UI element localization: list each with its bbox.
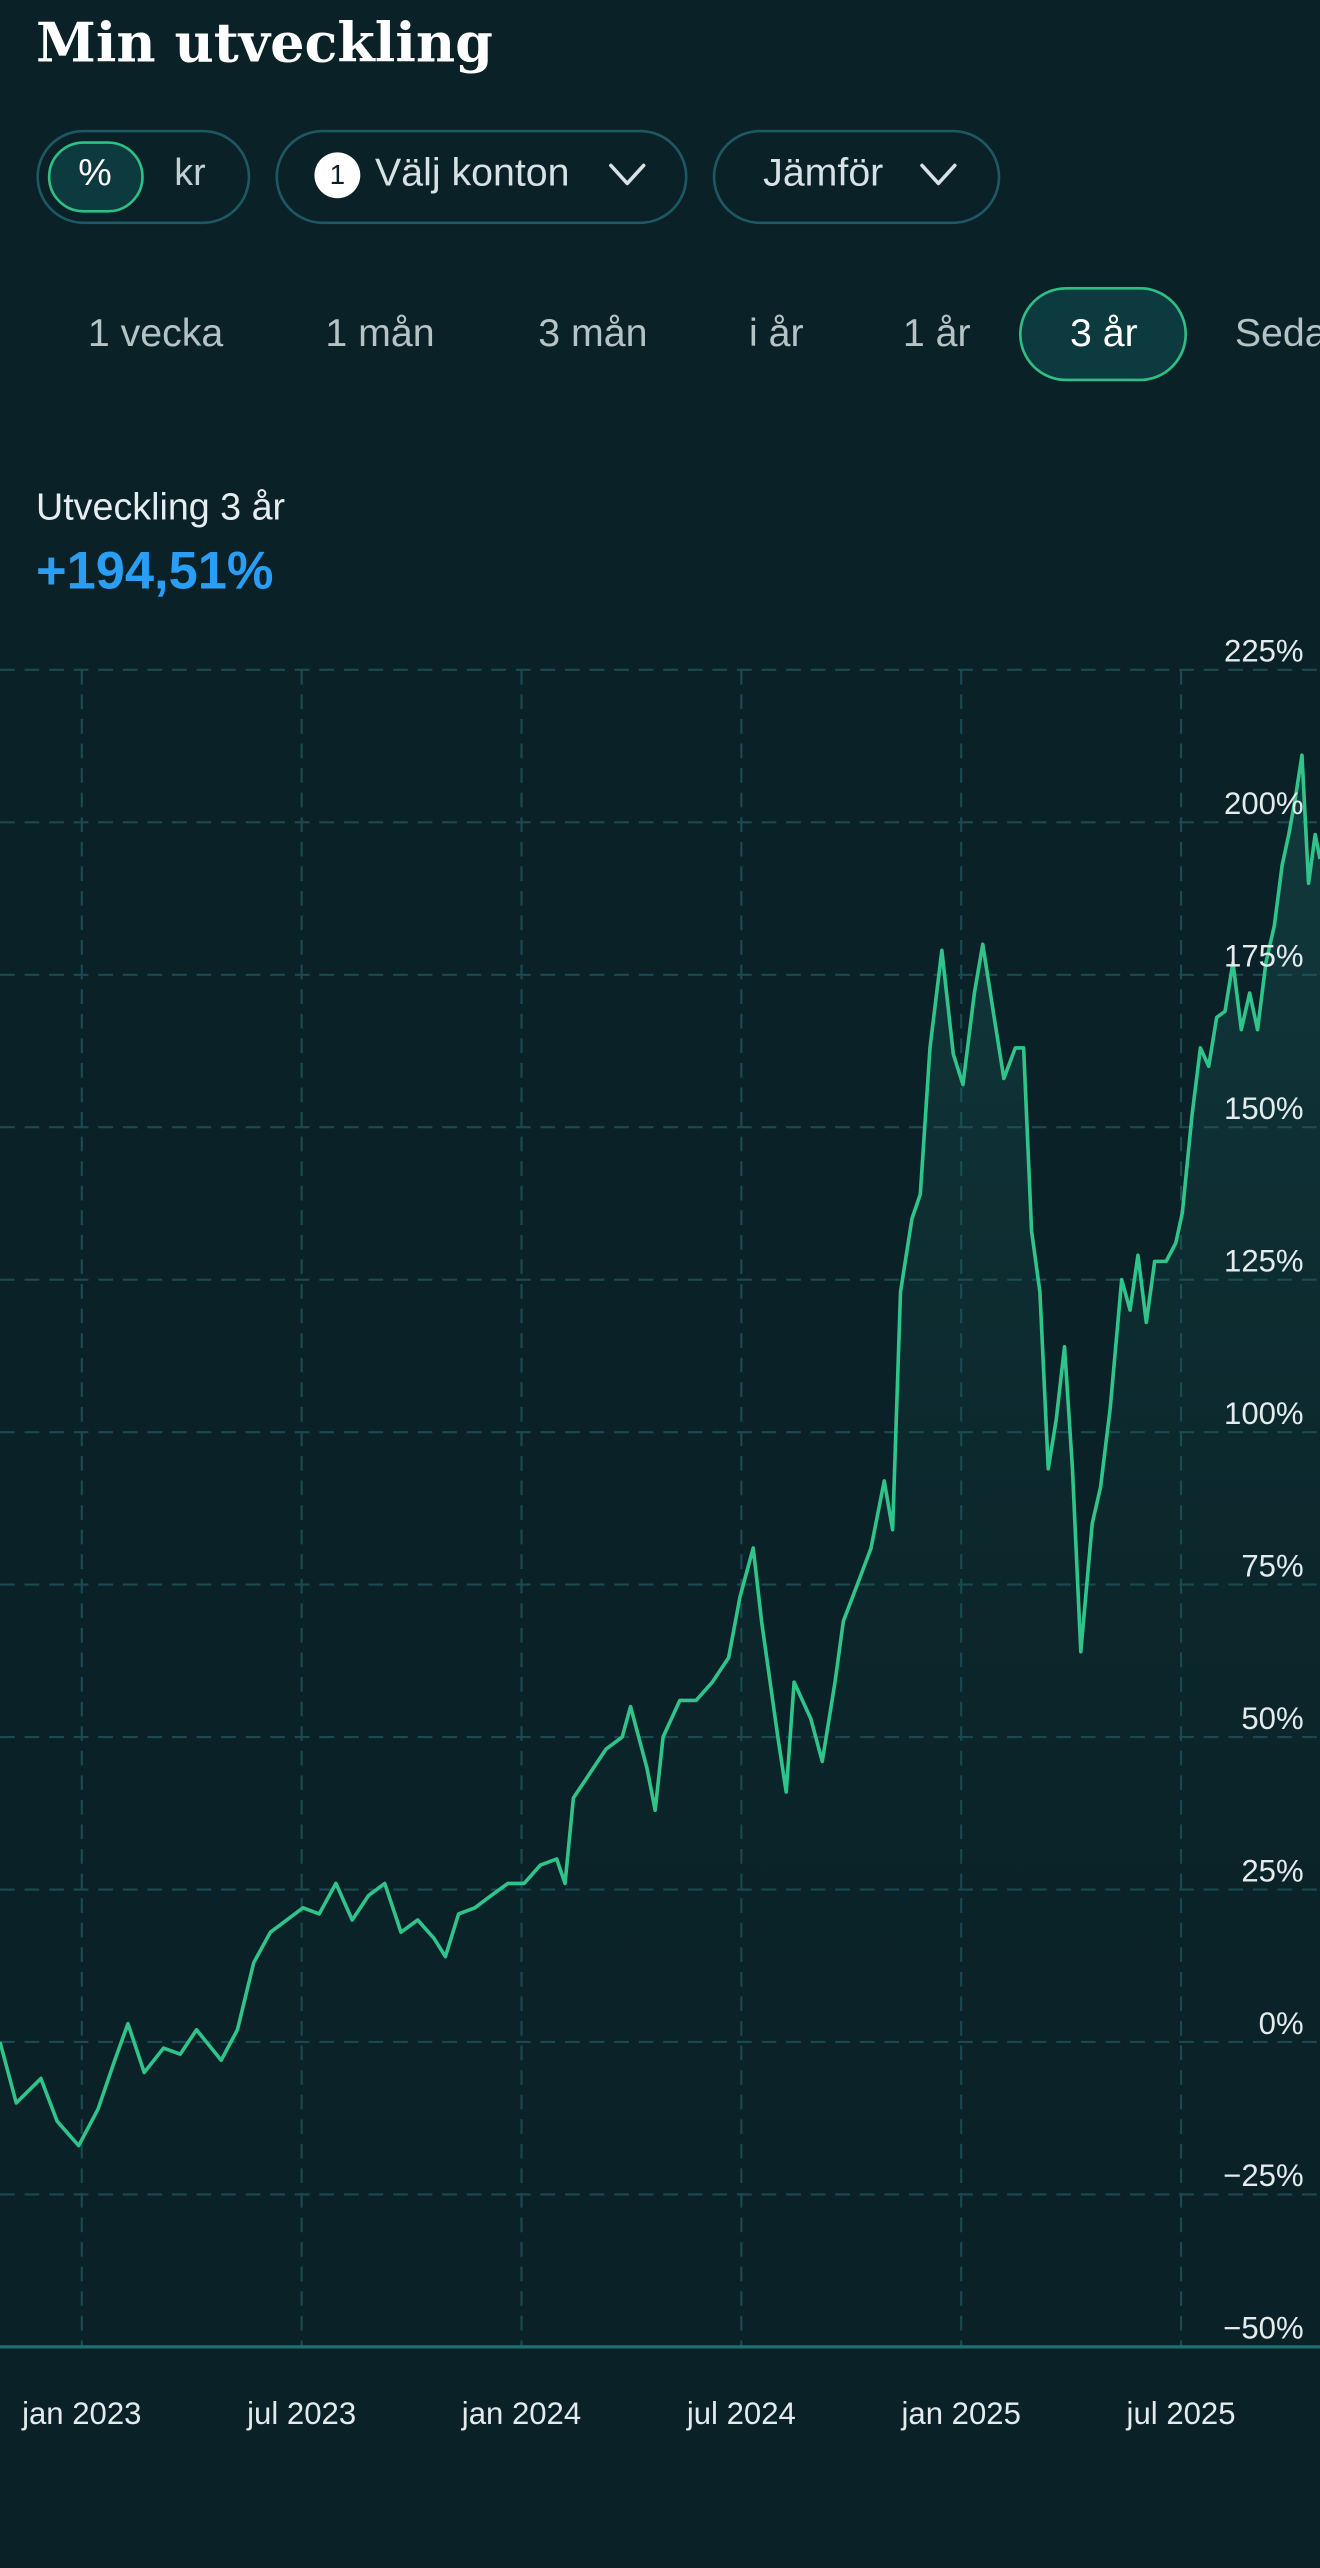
account-count: 1 [330,159,345,190]
compare-button[interactable] [712,129,1001,225]
y-tick-label: 125% [1224,1244,1304,1279]
toggle-selected [47,141,144,213]
accounts-label[interactable]: Välj konton [375,151,569,195]
period-selected [1018,286,1188,382]
y-tick-label: 100% [1224,1396,1304,1431]
unit-toggle[interactable] [36,129,251,225]
period-tabs: 1 vecka 1 mån 3 mån i år 1 år 3 år Seda [88,311,1320,355]
toggle-kr[interactable]: kr [174,151,205,193]
summary-value: +194,51% [36,543,273,601]
y-tick-label: 0% [1259,2006,1304,2041]
accounts-button[interactable] [275,129,688,225]
period-tab[interactable]: 1 vecka [88,311,224,355]
y-tick-label: 50% [1241,1701,1303,1736]
chart: −50% −25% 0% 25% 50% 75% 100% 125% 150% 175% 200% 2… [0,634,1320,2431]
x-tick-label: jul 2025 [1126,2396,1236,2431]
period-tab[interactable]: Seda [1235,311,1320,355]
period-tab[interactable]: 3 mån [538,311,647,355]
period-tab[interactable]: 3 år [1070,311,1138,355]
period-tab[interactable]: 1 år [903,311,971,355]
y-tick-label: −25% [1223,2158,1303,2193]
y-tick-label: 175% [1224,939,1304,974]
y-tick-label: 200% [1224,786,1304,821]
y-tick-label: 75% [1241,1548,1303,1583]
summary-label: Utveckling 3 år [36,485,285,527]
x-tick-label: jan 2023 [21,2396,141,2431]
y-tick-label: 25% [1241,1853,1303,1888]
period-tab[interactable]: 1 mån [325,311,434,355]
x-tick-label: jan 2025 [901,2396,1021,2431]
x-tick-label: jul 2024 [686,2396,796,2431]
account-badge [314,152,361,199]
period-tab[interactable]: i år [749,311,804,355]
area [0,755,1320,2347]
page-title: Min utveckling [36,11,493,75]
x-tick-label: jan 2024 [461,2396,581,2431]
chevron [609,163,646,186]
x-tick-label: jul 2023 [246,2396,356,2431]
line [0,753,1320,2148]
toggle-percent[interactable]: % [78,151,111,193]
compare-label[interactable]: Jämför [763,151,883,195]
chevron [920,163,957,186]
y-tick-label: −50% [1223,2311,1303,2346]
y-tick-label: 225% [1224,634,1304,669]
y-tick-label: 150% [1224,1091,1304,1126]
